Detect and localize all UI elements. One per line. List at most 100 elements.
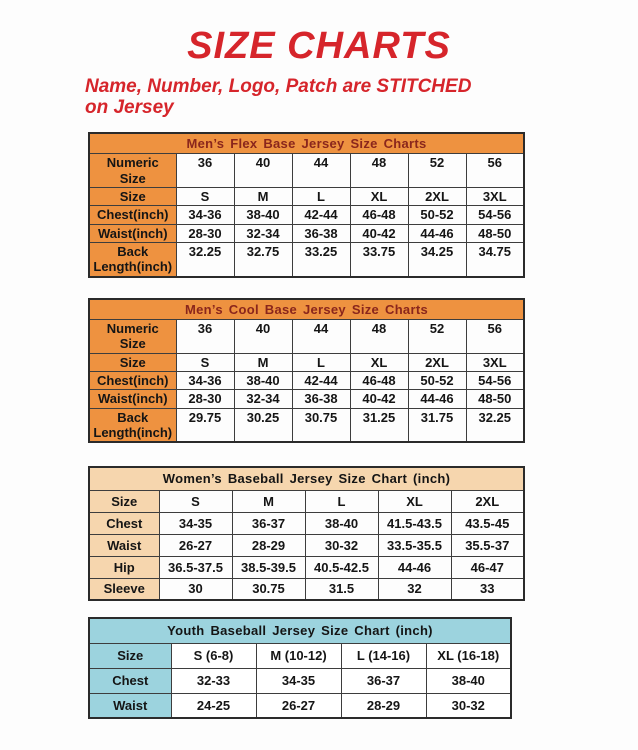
size-value-cell: 2XL: [407, 352, 467, 373]
row-label: Chest(inch): [88, 205, 177, 225]
table-row: Back Length(inch) 32.25 32.75 33.25 33.75 34.…: [88, 242, 525, 278]
size-value-cell: 30.75: [231, 577, 306, 601]
size-value-cell: 42-44: [291, 205, 351, 225]
table-row: Numeric Size 36 40 44 48 52 56: [88, 319, 525, 354]
row-label: Chest: [88, 667, 172, 694]
table-body: Numeric Size 36 40 44 48 52 56 Size S M L XL 2XL 3XL C…: [88, 319, 525, 443]
size-value-cell: 56: [465, 153, 525, 189]
size-value-cell: 2XL: [407, 187, 467, 207]
size-value-cell: 30-32: [425, 692, 512, 719]
size-value-cell: 34-36: [175, 205, 235, 225]
size-value-cell: M: [233, 187, 293, 207]
size-value-cell: M: [233, 352, 293, 373]
table-row: Size S (6-8) M (10-12) L (14-16) XL (16-18): [88, 642, 512, 669]
size-value-cell: M: [231, 489, 306, 513]
size-value-cell: 40-42: [349, 389, 409, 409]
row-label: Back Length(inch): [88, 407, 177, 443]
row-label: Sleeve: [88, 577, 160, 601]
table-body: Size S M L XL 2XL Chest 34-35 36-37 38-40 41.5-43.…: [88, 489, 525, 601]
table-row: Size S M L XL 2XL 3XL: [88, 187, 525, 207]
row-label: Waist: [88, 533, 160, 557]
size-value-cell: 38-40: [304, 511, 379, 535]
row-label: Chest: [88, 511, 160, 535]
size-value-cell: 46-48: [349, 371, 409, 391]
table-title-row: Men’s Flex Base Jersey Size Charts: [88, 132, 525, 155]
size-value-cell: 28-29: [340, 692, 427, 719]
size-value-cell: 32-34: [233, 389, 293, 409]
size-value-cell: 48-50: [465, 389, 525, 409]
size-value-cell: 33.25: [291, 242, 351, 278]
size-value-cell: 32: [377, 577, 452, 601]
size-value-cell: 24-25: [170, 692, 257, 719]
size-value-cell: 36: [175, 153, 235, 189]
size-value-cell: 33.75: [349, 242, 409, 278]
row-label: Back Length(inch): [88, 242, 177, 278]
table-row: Chest 34-35 36-37 38-40 41.5-43.5 43.5-45: [88, 511, 525, 535]
size-value-cell: 38-40: [425, 667, 512, 694]
size-value-cell: 44-46: [407, 223, 467, 244]
size-value-cell: L (14-16): [340, 642, 427, 669]
table-row: Sleeve 30 30.75 31.5 32 33: [88, 577, 525, 601]
size-value-cell: 48: [349, 153, 409, 189]
size-value-cell: XL: [377, 489, 452, 513]
size-value-cell: 30: [158, 577, 233, 601]
table-row: Waist 24-25 26-27 28-29 30-32: [88, 692, 512, 719]
size-value-cell: 30.25: [233, 407, 293, 443]
size-value-cell: 46-47: [450, 555, 525, 579]
table-title-row: Men’s Cool Base Jersey Size Charts: [88, 298, 525, 321]
size-value-cell: 28-30: [175, 223, 235, 244]
size-value-cell: 33.5-35.5: [377, 533, 452, 557]
table-title: Men’s Cool Base Jersey Size Charts: [88, 298, 525, 321]
size-value-cell: 50-52: [407, 371, 467, 391]
page-title: SIZE CHARTS: [187, 25, 451, 67]
size-value-cell: 32.25: [175, 242, 235, 278]
size-value-cell: 34.75: [465, 242, 525, 278]
size-value-cell: 46-48: [349, 205, 409, 225]
size-value-cell: S: [175, 352, 235, 373]
table-row: Back Length(inch) 29.75 30.25 30.75 31.25 31.…: [88, 407, 525, 443]
size-value-cell: 40: [233, 319, 293, 354]
size-value-cell: S: [158, 489, 233, 513]
row-label: Numeric Size: [88, 319, 177, 354]
table-title: Youth Baseball Jersey Size Chart (inch): [88, 617, 512, 644]
size-value-cell: 36.5-37.5: [158, 555, 233, 579]
size-value-cell: 26-27: [255, 692, 342, 719]
size-value-cell: S (6-8): [170, 642, 257, 669]
table-row: Chest(inch) 34-36 38-40 42-44 46-48 50-52 54-5…: [88, 205, 525, 225]
size-value-cell: 56: [465, 319, 525, 354]
table-title-row: Women’s Baseball Jersey Size Chart (inch…: [88, 466, 525, 491]
row-label: Chest(inch): [88, 371, 177, 391]
size-value-cell: 32-34: [233, 223, 293, 244]
size-value-cell: 32.25: [465, 407, 525, 443]
size-table-youth: Youth Baseball Jersey Size Chart (inch) …: [88, 617, 512, 720]
size-value-cell: 52: [407, 319, 467, 354]
size-value-cell: 52: [407, 153, 467, 189]
size-value-cell: 44-46: [407, 389, 467, 409]
size-value-cell: 32-33: [170, 667, 257, 694]
size-table-womens: Women’s Baseball Jersey Size Chart (inch…: [88, 466, 525, 602]
size-value-cell: 26-27: [158, 533, 233, 557]
table-body: Numeric Size 36 40 44 48 52 56 Size S M L XL 2XL 3XL C…: [88, 153, 525, 278]
table-title: Women’s Baseball Jersey Size Chart (inch…: [88, 466, 525, 491]
size-value-cell: 54-56: [465, 371, 525, 391]
size-value-cell: 48-50: [465, 223, 525, 244]
size-value-cell: 30.75: [291, 407, 351, 443]
size-value-cell: 40.5-42.5: [304, 555, 379, 579]
size-value-cell: 36-37: [340, 667, 427, 694]
size-value-cell: 54-56: [465, 205, 525, 225]
size-value-cell: 31.5: [304, 577, 379, 601]
row-label: Size: [88, 187, 177, 207]
size-value-cell: 36-37: [231, 511, 306, 535]
size-value-cell: 36-38: [291, 389, 351, 409]
size-value-cell: 32.75: [233, 242, 293, 278]
row-label: Waist(inch): [88, 223, 177, 244]
size-value-cell: 44-46: [377, 555, 452, 579]
row-label: Waist: [88, 692, 172, 719]
size-value-cell: 38-40: [233, 371, 293, 391]
size-value-cell: XL (16-18): [425, 642, 512, 669]
size-value-cell: L: [291, 187, 351, 207]
size-value-cell: 28-29: [231, 533, 306, 557]
size-value-cell: 2XL: [450, 489, 525, 513]
size-value-cell: M (10-12): [255, 642, 342, 669]
row-label: Hip: [88, 555, 160, 579]
